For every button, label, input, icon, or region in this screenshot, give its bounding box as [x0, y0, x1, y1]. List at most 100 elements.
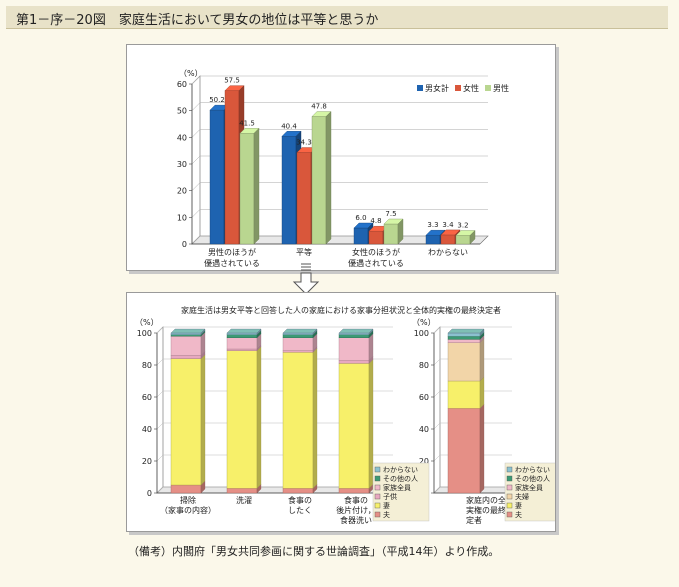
authority-segment: [447, 332, 481, 337]
gridline: [191, 102, 488, 111]
chore-segment: [170, 336, 202, 356]
authority-gridline: [433, 486, 512, 494]
chore-legend-swatch: [374, 466, 381, 473]
bar-female: [368, 230, 384, 245]
chore-y-tick-label: 20: [142, 457, 152, 466]
chore-segment: [170, 332, 202, 335]
source-note: （備考）内閣府「男女共同参画に関する世論調査」（平成14年）より作成。: [128, 545, 500, 558]
x-category-label: わからない: [428, 248, 468, 257]
data-label: 3.3: [427, 221, 438, 229]
authority-legend-label: 夫婦: [515, 492, 529, 501]
chore-bar-top: [282, 328, 318, 334]
gender-equality-bar-chart: 0 10 20 30 40 50 60 （%） 50.2 57.5 41.5 男性のほうが優遇されてい…: [177, 69, 509, 268]
chore-legend-swatch: [374, 502, 381, 509]
chore-y-tick-label: 60: [142, 393, 152, 402]
y-tick-label: 0: [182, 240, 187, 249]
y-tick-label: 10: [177, 213, 187, 222]
chore-y-tick-label: 100: [137, 329, 152, 338]
chore-y-tick-label: 0: [147, 489, 152, 498]
bar-male_total: [281, 136, 297, 245]
authority-segment-side: [479, 376, 485, 409]
bottom-chart-title: 家庭生活は男女平等と回答した人の家庭における家事分担状況と全体的実権の最終決定者: [181, 305, 501, 315]
authority-x-category-label: 実権の最終的決: [466, 505, 522, 515]
authority-y-tick-label: 20: [419, 457, 429, 466]
chore-x-category-label: したく: [288, 506, 312, 515]
legend-label: 男性: [493, 83, 509, 93]
authority-segment: [447, 336, 481, 340]
chore-x-category-label: 掃除: [180, 495, 196, 505]
x-category-label: 優遇されている: [204, 258, 260, 268]
chore-legend-label: わからない: [383, 466, 418, 474]
chore-gridline: [156, 326, 393, 334]
chore-segment-side: [368, 333, 374, 361]
chore-segment-side: [312, 347, 318, 489]
y-axis-unit: （%）: [179, 69, 203, 78]
gridline: [191, 155, 488, 165]
authority-legend-swatch: [506, 511, 513, 518]
figure-title-bar: 第1－序－20図 家庭生活において男女の地位は平等と思うか: [6, 6, 668, 29]
chore-legend-label: 家族全員: [383, 483, 411, 492]
authority-segment: [447, 407, 481, 494]
bar-male: [239, 133, 255, 245]
top-chart-panel: 0 10 20 30 40 50 60 （%） 50.2 57.5 41.5 男性のほうが 優遇されてい…: [126, 44, 556, 271]
chore-legend-swatch: [374, 511, 381, 518]
bar-male: [311, 116, 327, 245]
chore-x-category-label: 食事の: [344, 495, 368, 505]
authority-legend-label: 家族全員: [515, 483, 543, 492]
authority-legend-label: 夫: [515, 510, 522, 519]
bar-female: [296, 152, 312, 245]
legend-swatch: [455, 85, 461, 91]
chore-segment-side: [200, 354, 206, 486]
authority-legend-swatch: [506, 475, 513, 482]
chore-legend-swatch: [374, 484, 381, 491]
chore-y-tick-label: 40: [142, 425, 152, 434]
chore-segment: [226, 348, 258, 351]
bottom-chart-panel: 家庭生活は男女平等と回答した人の家庭における家事分担状況と全体的実権の最終決定者…: [126, 292, 562, 532]
chore-x-category-label: （家事の内容）: [160, 505, 216, 515]
housework-stacked-charts: 家庭生活は男女平等と回答した人の家庭における家事分担状況と全体的実権の最終決定者…: [135, 305, 562, 525]
chore-legend-label: 妻: [383, 501, 390, 510]
chore-segment: [170, 484, 202, 494]
y-tick-label: 50: [177, 107, 187, 116]
y-tick-label: 60: [177, 80, 187, 89]
chore-y-axis-unit: （%）: [135, 318, 159, 327]
authority-gridline: [433, 454, 512, 462]
authority-y-tick-label: 100: [414, 329, 429, 338]
chore-segment: [170, 355, 202, 359]
data-label: 57.5: [224, 77, 240, 85]
legend-label: 女性: [463, 83, 479, 93]
chore-segment: [338, 363, 370, 489]
authority-y-tick-label: 40: [419, 425, 429, 434]
chore-segment: [282, 350, 314, 353]
authority-legend-swatch: [506, 493, 513, 500]
data-label: 7.5: [385, 210, 396, 218]
chore-segment: [282, 334, 314, 338]
bar-female: [224, 90, 240, 245]
data-label: 4.8: [370, 217, 381, 225]
chore-left-wall: [156, 326, 164, 494]
chore-segment: [282, 337, 314, 351]
chore-x-category-label: 洗濯: [236, 495, 252, 505]
data-label: 47.8: [311, 103, 327, 111]
authority-x-category-label: 家庭内の全体的: [466, 495, 522, 505]
gridline: [191, 209, 488, 218]
authority-legend-label: その他の人: [515, 474, 550, 483]
legend-swatch: [485, 85, 491, 91]
authority-segment: [447, 339, 481, 343]
authority-legend-label: わからない: [515, 466, 550, 474]
chore-segment: [226, 334, 258, 338]
y-tick-label: 20: [177, 187, 187, 196]
legend: 男女計 女性 男性: [417, 83, 509, 93]
x-category-label: 男性のほうが: [208, 247, 256, 257]
bar-male_total: [425, 234, 441, 245]
chore-legend-label: 子供: [383, 492, 397, 501]
bar-female: [440, 234, 456, 245]
authority-gridline: [433, 422, 512, 430]
gridline: [191, 75, 488, 85]
chore-segment: [338, 359, 370, 364]
chore-segment: [338, 334, 370, 338]
down-arrow-icon: [292, 263, 320, 295]
authority-gridline: [433, 326, 512, 334]
chore-segment: [282, 487, 314, 494]
authority-y-axis-unit: （%）: [412, 318, 436, 327]
